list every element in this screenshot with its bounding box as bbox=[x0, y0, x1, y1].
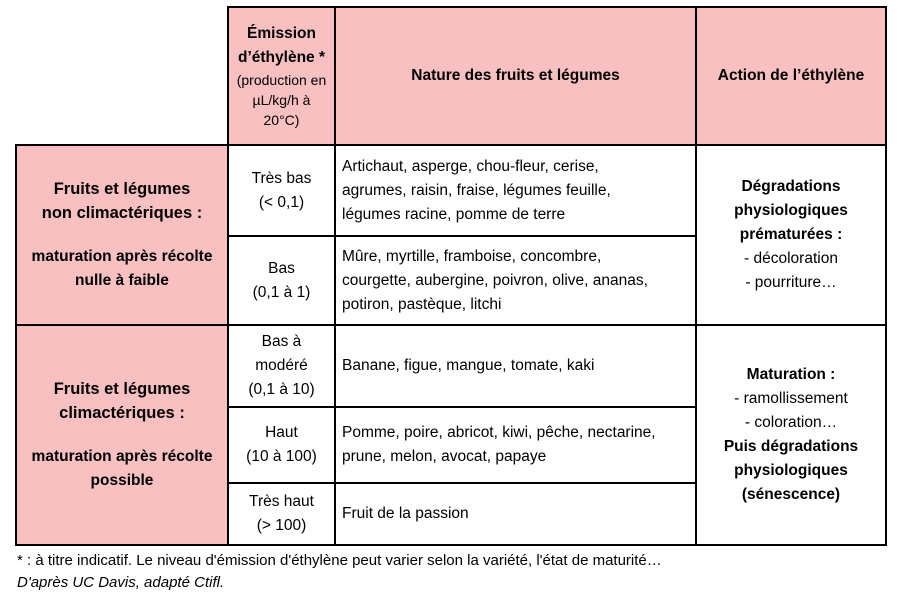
action-1-plain-1: - décoloration bbox=[744, 250, 838, 267]
group-2-sub-2: possible bbox=[90, 472, 154, 489]
row-5-nature-1: Fruit de la passion bbox=[342, 505, 469, 522]
header-emission-sub-2: µL/kg/h à bbox=[252, 92, 311, 108]
row-1-level-2: (< 0,1) bbox=[258, 193, 305, 211]
group-climacteric: Fruits et légumes climactériques : matur… bbox=[15, 324, 229, 546]
row-1-nature-1: Artichaut, asperge, chou-fleur, cerise, bbox=[342, 157, 599, 175]
row-4-nature-1: Pomme, poire, abricot, kiwi, pêche, nect… bbox=[342, 424, 656, 441]
header-emission: Émission d’éthylène * (production en µL/… bbox=[227, 6, 336, 146]
group-2-title-1: Fruits et légumes bbox=[53, 380, 191, 398]
action-1-bold-2: physiologiques bbox=[734, 202, 848, 219]
row-2-level-1: Bas bbox=[268, 259, 295, 277]
row-1-nature-2: agrumes, raisin, fraise, légumes feuille… bbox=[342, 181, 611, 199]
group-1-sub-2: nulle à faible bbox=[75, 272, 169, 289]
row-1-level: Très bas (< 0,1) bbox=[227, 144, 336, 237]
group-1-title-1: Fruits et légumes bbox=[53, 180, 191, 198]
action-climacteric: Maturation : - ramollissement - colorati… bbox=[695, 324, 887, 546]
row-5-level: Très haut (> 100) bbox=[227, 482, 336, 546]
action-2-bold-top-1: Maturation : bbox=[746, 366, 836, 383]
header-emission-title: Émission d’éthylène * bbox=[238, 25, 325, 66]
row-3-level-2: modéré bbox=[255, 357, 308, 374]
row-2-level-2: (0,1 à 1) bbox=[252, 283, 311, 301]
action-1-bold-1: Dégradations bbox=[741, 178, 841, 195]
row-4-nature-2: prune, melon, avocat, papaye bbox=[342, 448, 547, 465]
row-3-nature: Banane, figue, mangue, tomate, kaki bbox=[334, 324, 697, 408]
row-1-nature-3: légumes racine, pomme de terre bbox=[342, 205, 566, 223]
action-2-bold-bottom-1: Puis dégradations bbox=[723, 438, 859, 455]
action-2-bold-bottom-3: (sénescence) bbox=[741, 486, 841, 503]
action-non-climacteric: Dégradations physiologiques prématurées … bbox=[695, 144, 887, 326]
row-2-nature-3: potiron, pastèque, litchi bbox=[342, 295, 502, 313]
group-2-sub-1: maturation après récolte bbox=[31, 448, 213, 465]
header-nature-label: Nature des fruits et légumes bbox=[411, 67, 620, 84]
row-3-level-3: (0,1 à 10) bbox=[248, 381, 315, 398]
header-nature: Nature des fruits et légumes bbox=[334, 6, 697, 146]
action-1-bold-3: prématurées : bbox=[739, 226, 843, 243]
row-2-nature: Mûre, myrtille, framboise, concombre, co… bbox=[334, 235, 697, 326]
group-2-title-2: climactériques : bbox=[59, 404, 185, 422]
group-1-title-2: non climactériques : bbox=[41, 204, 203, 222]
footnote: * : à titre indicatif. Le niveau d'émiss… bbox=[17, 552, 662, 569]
header-emission-sub-3: 20°C) bbox=[263, 112, 300, 128]
row-2-level: Bas (0,1 à 1) bbox=[227, 235, 336, 326]
header-action-label: Action de l’éthylène bbox=[717, 67, 865, 84]
row-5-level-1: Très haut bbox=[249, 493, 314, 510]
row-2-nature-2: courgette, aubergine, poivron, olive, an… bbox=[342, 271, 648, 289]
row-2-nature-1: Mûre, myrtille, framboise, concombre, bbox=[342, 247, 602, 265]
row-5-nature: Fruit de la passion bbox=[334, 482, 697, 546]
action-1-plain-2: - pourriture… bbox=[745, 274, 837, 291]
row-4-nature: Pomme, poire, abricot, kiwi, pêche, nect… bbox=[334, 406, 697, 484]
row-4-level: Haut (10 à 100) bbox=[227, 406, 336, 484]
row-1-nature: Artichaut, asperge, chou-fleur, cerise, … bbox=[334, 144, 697, 237]
action-2-plain-2: - coloration… bbox=[744, 414, 838, 431]
group-non-climacteric: Fruits et légumes non climactériques : m… bbox=[15, 144, 229, 326]
group-1-sub-1: maturation après récolte bbox=[31, 248, 213, 265]
row-1-level-1: Très bas bbox=[251, 169, 312, 187]
header-emission-sub-1: (production en bbox=[236, 72, 327, 88]
source-note: D'après UC Davis, adapté Ctifl. bbox=[17, 574, 225, 591]
row-3-nature-1: Banane, figue, mangue, tomate, kaki bbox=[342, 357, 595, 374]
row-3-level-1: Bas à bbox=[261, 333, 302, 350]
action-2-plain-1: - ramollissement bbox=[734, 390, 848, 407]
row-4-level-2: (10 à 100) bbox=[246, 448, 317, 465]
action-2-bold-bottom-2: physiologiques bbox=[734, 462, 848, 479]
row-3-level: Bas à modéré (0,1 à 10) bbox=[227, 324, 336, 408]
row-5-level-2: (> 100) bbox=[256, 517, 307, 534]
row-4-level-1: Haut bbox=[265, 424, 298, 441]
header-action: Action de l’éthylène bbox=[695, 6, 887, 146]
